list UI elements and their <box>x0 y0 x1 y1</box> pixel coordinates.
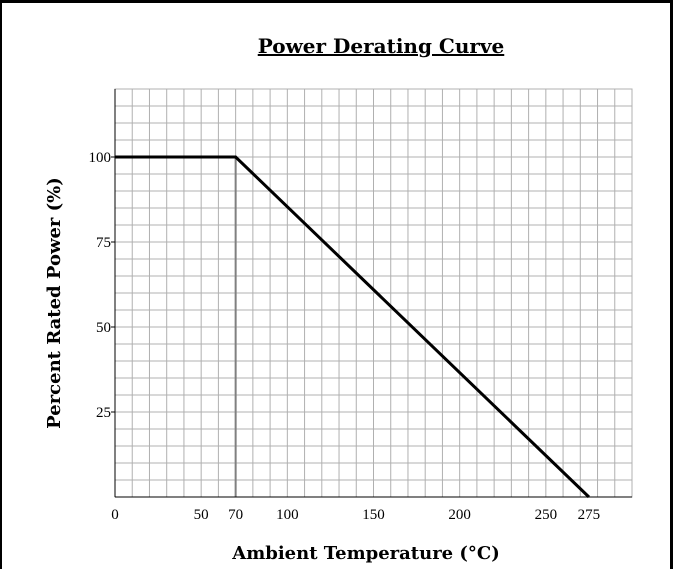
y-tick-labels: 100 75 50 25 <box>89 150 115 421</box>
chart-title: Power Derating Curve <box>258 34 505 58</box>
y-axis-label: Percent Rated Power (%) <box>44 177 65 429</box>
y-tick-label-50: 50 <box>96 320 111 336</box>
x-tick-label-50: 50 <box>194 507 209 523</box>
x-tick-label-70: 70 <box>228 507 243 523</box>
derating-curve <box>115 155 590 499</box>
x-axis-label: Ambient Temperature (°C) <box>231 543 500 564</box>
x-tick-label-250: 250 <box>535 507 558 523</box>
x-tick-label-275: 275 <box>578 507 601 523</box>
power-derating-chart: Power Derating Curve 0 50 70 100 150 200 250 27… <box>44 34 633 564</box>
y-tick-label-75: 75 <box>96 235 111 251</box>
x-tick-labels: 0 50 70 100 150 200 250 275 <box>111 507 600 523</box>
y-tick-label-25: 25 <box>96 405 111 421</box>
x-tick-label-0: 0 <box>111 507 119 523</box>
series <box>115 155 590 499</box>
x-tick-label-150: 150 <box>362 507 385 523</box>
x-tick-label-100: 100 <box>276 507 299 523</box>
grid <box>114 88 633 498</box>
x-tick-label-200: 200 <box>448 507 471 523</box>
y-tick-label-100: 100 <box>89 150 112 166</box>
